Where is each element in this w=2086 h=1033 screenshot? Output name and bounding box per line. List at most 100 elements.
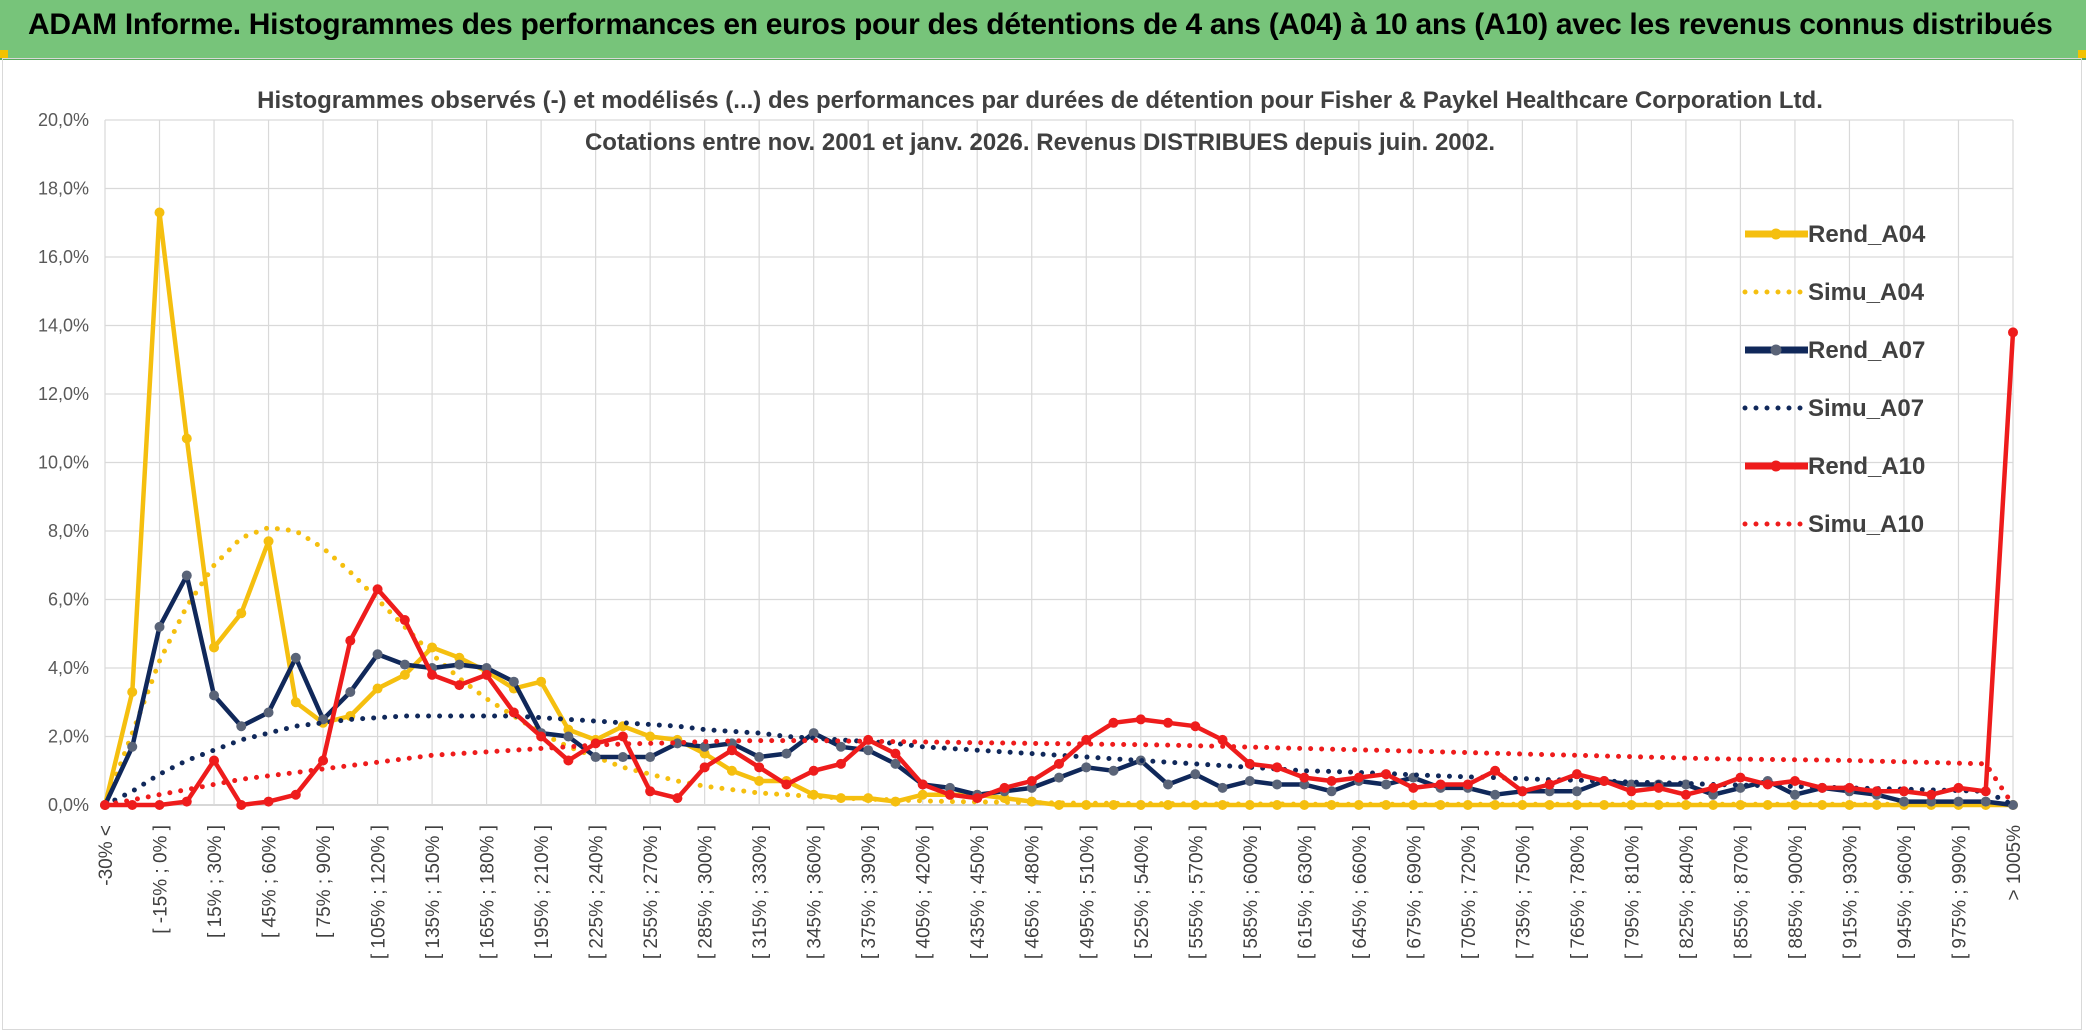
y-axis-ticks: 0,0% 2,0% 4,0% 6,0% 8,0% 10,0% 12,0% 14,0% 16,0%… — [38, 110, 89, 815]
data-point — [944, 782, 955, 793]
x-tick-label: [ 375% ; 390% ] — [859, 825, 880, 959]
data-point — [754, 776, 765, 787]
legend-item-Rend_A04: Rend_A04 — [1745, 221, 1926, 248]
data-point — [1054, 758, 1064, 769]
data-point — [645, 731, 656, 742]
data-point — [1353, 772, 1364, 783]
data-point — [1135, 714, 1146, 725]
x-tick-label: [ 105% ; 120% ] — [369, 825, 390, 959]
x-tick-label: [ 855% ; 870% ] — [1731, 825, 1752, 959]
data-point — [1054, 772, 1064, 783]
data-point — [1544, 786, 1555, 797]
data-point — [1026, 782, 1037, 793]
data-point — [617, 752, 628, 763]
data-point — [1190, 721, 1201, 732]
data-point — [399, 669, 410, 680]
x-tick-label: [ 15% ; 30% ] — [205, 825, 226, 938]
data-point — [1762, 779, 1773, 790]
data-point — [263, 536, 274, 547]
data-point — [263, 796, 274, 807]
data-point — [1953, 796, 1964, 807]
data-point — [1571, 786, 1582, 797]
legend-item-Simu_A10: Simu_A10 — [1742, 511, 1924, 538]
data-point — [1408, 782, 1419, 793]
data-point — [454, 652, 465, 663]
x-tick-label: [ 255% ; 270% ] — [641, 825, 662, 959]
data-point — [1898, 786, 1909, 797]
data-point — [154, 800, 165, 810]
data-point — [1571, 769, 1582, 780]
data-point — [781, 748, 792, 759]
data-point — [236, 721, 247, 732]
data-point — [536, 731, 547, 742]
data-point — [209, 755, 220, 766]
data-point — [1517, 786, 1528, 797]
chart-title: Histogrammes observés (-) et modélisés (… — [257, 87, 1823, 114]
chart-grid — [104, 119, 2014, 806]
x-tick-label: [ 705% ; 720% ] — [1459, 825, 1480, 959]
x-tick-label: [ 495% ; 510% ] — [1077, 825, 1098, 959]
data-point — [1163, 717, 1174, 728]
data-point — [399, 659, 410, 670]
legend-item-Rend_A07: Rend_A07 — [1745, 337, 1925, 364]
data-point — [290, 697, 301, 708]
x-tick-label: [ 825% ; 840% ] — [1677, 825, 1698, 959]
x-tick-label: [ 675% ; 690% ] — [1404, 825, 1425, 959]
data-point — [1163, 779, 1174, 790]
data-point — [1435, 779, 1446, 790]
data-point — [1326, 800, 1337, 810]
legend-label: Rend_A04 — [1808, 221, 1926, 248]
data-point — [372, 649, 383, 660]
legend-label: Simu_A10 — [1808, 511, 1924, 538]
legend-item-Simu_A04: Simu_A04 — [1742, 279, 1925, 306]
data-point — [1735, 782, 1746, 793]
x-tick-label: [ 135% ; 150% ] — [423, 825, 444, 959]
x-tick-label: [ 765% ; 780% ] — [1568, 825, 1589, 959]
x-tick-label: [ 885% ; 900% ] — [1786, 825, 1807, 959]
data-point — [1544, 779, 1555, 790]
data-point — [563, 755, 574, 766]
data-point — [263, 707, 274, 718]
data-point — [645, 786, 656, 797]
data-point — [917, 779, 928, 790]
series-Rend_A07 — [100, 570, 2018, 810]
data-point — [1898, 796, 1909, 807]
y-tick-label: 6,0% — [48, 590, 89, 610]
data-point — [890, 758, 901, 769]
y-tick-label: 12,0% — [38, 384, 89, 404]
data-point — [1626, 786, 1637, 797]
x-tick-label: [ 45% ; 60% ] — [260, 825, 281, 938]
y-tick-label: 4,0% — [48, 658, 89, 678]
data-point — [345, 635, 356, 646]
data-point — [1108, 717, 1119, 728]
chart-series — [100, 207, 2018, 810]
data-point — [1462, 779, 1473, 790]
x-tick-label: [ 285% ; 300% ] — [696, 825, 717, 959]
data-point — [726, 765, 737, 776]
data-point — [1980, 786, 1991, 797]
data-point — [127, 741, 138, 752]
data-point — [1108, 765, 1119, 776]
y-tick-label: 8,0% — [48, 521, 89, 541]
data-point — [672, 793, 683, 804]
legend-marker — [1770, 228, 1782, 240]
data-point — [1789, 776, 1800, 787]
data-point — [781, 779, 792, 790]
x-tick-label: [ 915% ; 930% ] — [1840, 825, 1861, 959]
data-point — [236, 800, 247, 810]
data-point — [1735, 772, 1746, 783]
data-point — [1490, 765, 1501, 776]
x-tick-label: [ 435% ; 450% ] — [968, 825, 989, 959]
data-point — [699, 741, 710, 752]
data-point — [181, 570, 192, 581]
data-point — [999, 782, 1010, 793]
data-point — [672, 738, 683, 749]
report-header-banner: ADAM Informe. Histogrammes des performan… — [0, 0, 2086, 60]
data-point — [1653, 782, 1664, 793]
data-point — [1381, 800, 1392, 810]
data-point — [1244, 758, 1255, 769]
data-point — [318, 755, 329, 766]
data-point — [1789, 789, 1800, 800]
series-Rend_A04 — [100, 207, 2018, 810]
